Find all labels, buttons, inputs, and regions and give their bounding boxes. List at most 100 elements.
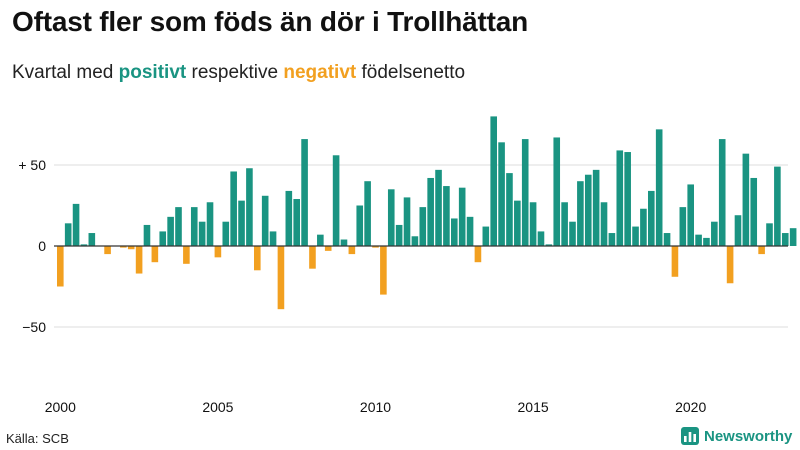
chart-subtitle: Kvartal med positivt respektive negativt…: [12, 62, 465, 84]
y-tick-label: −50: [22, 319, 46, 335]
bars: [57, 116, 797, 310]
subtitle-negative-label: negativt: [283, 62, 357, 83]
bar: [419, 207, 427, 246]
bar: [127, 246, 135, 250]
bar: [458, 187, 466, 246]
bar: [340, 239, 348, 246]
bar: [198, 221, 206, 246]
bar: [324, 246, 332, 251]
x-tick-label: 2000: [45, 399, 76, 415]
bar: [592, 169, 600, 246]
bar: [309, 246, 316, 269]
bar: [356, 205, 364, 246]
bar: [616, 150, 624, 246]
bar: [774, 166, 781, 246]
bar: [632, 226, 639, 246]
bar: [758, 246, 765, 255]
bar: [372, 246, 379, 248]
bar: [190, 207, 198, 246]
bar: [230, 171, 237, 246]
bar: [679, 207, 687, 246]
y-tick-label: 0: [38, 238, 46, 254]
bar: [766, 223, 773, 246]
bar: [711, 221, 718, 246]
subtitle-middle: respektive: [186, 62, 284, 83]
bar: [151, 246, 159, 263]
bar: [387, 189, 395, 246]
bar: [553, 137, 561, 246]
bar: [726, 246, 734, 284]
bar: [789, 228, 797, 246]
bar: [718, 139, 726, 246]
bar: [640, 208, 647, 246]
bar: [254, 246, 261, 271]
x-tick-label: 2010: [360, 399, 391, 415]
bar: [380, 246, 387, 295]
bar: [293, 199, 300, 246]
bar: [285, 190, 293, 246]
bar: [332, 155, 340, 246]
page-title: Oftast fler som föds än dör i Trollhätta…: [12, 6, 529, 37]
bar: [269, 231, 277, 246]
bar: [57, 246, 64, 287]
brand-logo: Newsworthy: [681, 427, 792, 445]
bar: [120, 246, 127, 248]
bar: [443, 186, 450, 246]
bar: [175, 207, 182, 246]
bar: [655, 129, 663, 246]
bar: [498, 142, 505, 246]
bar: [781, 233, 789, 246]
bar-chart-logo-icon: [681, 427, 699, 445]
bar: [88, 233, 96, 246]
subtitle-positive-label: positivt: [118, 62, 187, 83]
bar: [577, 181, 584, 246]
bar: [301, 139, 308, 246]
axis: + 50 0 −50 2000 2005 2010 2015 2020: [18, 157, 788, 415]
bar: [135, 246, 143, 274]
bar: [734, 215, 742, 246]
bar: [435, 169, 442, 246]
bar: [403, 197, 411, 246]
bar: [529, 202, 537, 246]
bar: [348, 246, 356, 255]
bar: [466, 216, 474, 246]
bar: [80, 244, 88, 246]
subtitle-prefix: Kvartal med: [12, 62, 119, 83]
bar: [238, 200, 245, 246]
subtitle-suffix: födelsenetto: [356, 62, 466, 83]
bar: [506, 173, 513, 246]
bar: [545, 244, 553, 246]
grid-lines: [54, 164, 788, 328]
bar: [277, 246, 285, 310]
bar: [648, 190, 655, 246]
x-tick-label: 2015: [518, 399, 549, 415]
bar: [600, 202, 608, 246]
bar: [482, 226, 490, 246]
bar: [317, 234, 324, 246]
x-tick-label: 2005: [202, 399, 233, 415]
bar: [411, 236, 419, 246]
bar: [521, 139, 529, 246]
source-note: Källa: SCB: [6, 431, 69, 446]
bar: [395, 224, 403, 246]
bar: [584, 174, 592, 246]
bar: [167, 216, 174, 246]
bar: [159, 231, 167, 246]
y-tick-label: + 50: [18, 157, 46, 173]
bar: [261, 195, 269, 246]
bar: [608, 233, 616, 246]
bar: [742, 153, 750, 246]
bar: [671, 246, 679, 277]
bar: [364, 181, 371, 246]
bar: [246, 168, 253, 246]
bar: [474, 246, 482, 263]
bar: [695, 234, 702, 246]
bar: [703, 237, 710, 246]
bar: [569, 221, 576, 246]
x-tick-label: 2020: [675, 399, 706, 415]
bar: [427, 177, 434, 246]
bar: [514, 200, 521, 246]
bar: [687, 184, 694, 246]
bar: [222, 221, 230, 246]
